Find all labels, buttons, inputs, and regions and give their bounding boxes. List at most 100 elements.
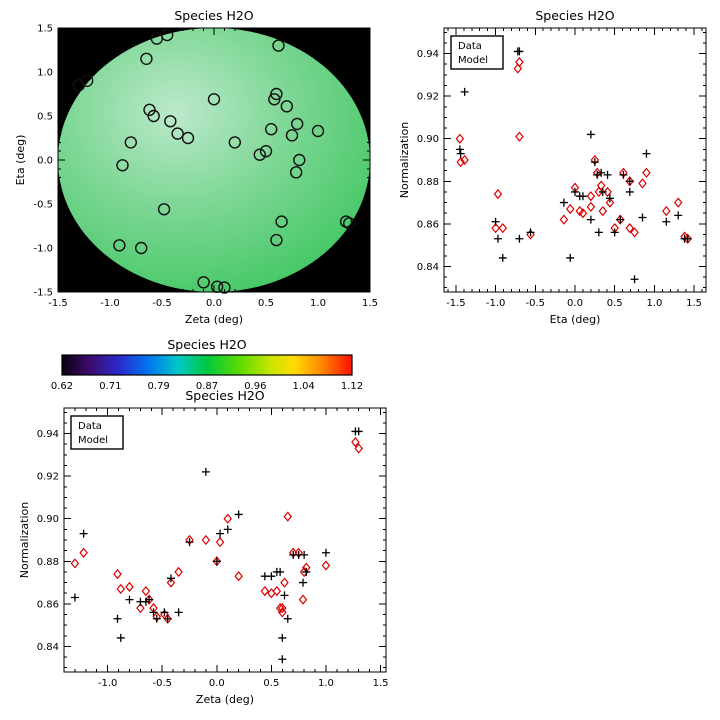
x-tick-label: -1.0 xyxy=(100,298,120,309)
y-tick-label: 0.0 xyxy=(37,156,53,167)
chart-title: Species H2O xyxy=(174,8,253,23)
source-marker xyxy=(147,109,160,123)
data-marker xyxy=(460,87,469,96)
model-marker xyxy=(603,186,612,198)
y-tick-label: 0.92 xyxy=(417,92,439,103)
colorbar xyxy=(61,354,353,376)
data-marker xyxy=(498,253,507,262)
model-marker xyxy=(215,536,225,548)
legend-data-label: Data xyxy=(78,421,102,432)
colorbar-tick-label: 0.79 xyxy=(148,381,170,392)
source-marker xyxy=(171,127,184,140)
data-marker xyxy=(166,574,175,583)
colorbar-tick-label: 1.04 xyxy=(293,381,315,392)
model-marker xyxy=(493,188,503,200)
eta-scatter-panel: -1.5 -1.0 -0.5 0.0 0.5 1.0 1.5 0.84 0.86 0.88 0.90… xyxy=(396,2,716,342)
source-marker xyxy=(197,276,210,289)
model-marker xyxy=(515,131,524,142)
model-marker xyxy=(278,607,287,618)
source-marker xyxy=(253,148,266,161)
source-marker xyxy=(291,117,304,131)
source-marker xyxy=(268,93,281,106)
y-tick-label: 0.94 xyxy=(417,49,439,60)
model-marker xyxy=(455,133,465,144)
y-tick-label: 0.90 xyxy=(417,134,439,145)
data-marker xyxy=(638,213,647,222)
data-marker xyxy=(674,211,683,220)
y-tick-label: 1.5 xyxy=(37,24,53,35)
colorbar-tick-label: 0.62 xyxy=(51,381,73,392)
model-marker xyxy=(351,436,360,448)
data-marker xyxy=(299,578,308,587)
model-marker xyxy=(630,227,639,238)
x-tick-label: 1.0 xyxy=(310,298,326,309)
model-marker xyxy=(163,613,172,624)
y-tick-label: 0.86 xyxy=(37,599,59,610)
y-tick-label: 0.92 xyxy=(37,472,59,483)
source-marker xyxy=(265,122,278,136)
model-marker xyxy=(683,233,693,244)
x-tick-label: -1.5 xyxy=(48,298,68,309)
colorbar-tick-label: 0.71 xyxy=(99,381,121,392)
model-marker xyxy=(662,205,671,217)
model-marker xyxy=(625,176,635,187)
data-marker xyxy=(526,228,535,237)
model-marker xyxy=(642,167,651,178)
model-marker xyxy=(201,534,211,546)
x-tick-label: 0.0 xyxy=(206,298,222,309)
source-marker xyxy=(311,124,325,138)
source-marker xyxy=(116,159,129,172)
legend-box xyxy=(70,415,124,450)
y-tick-label: 1.0 xyxy=(37,68,53,79)
y-tick-label: 0.84 xyxy=(37,642,59,653)
y-tick-label: 0.94 xyxy=(37,429,59,440)
data-marker xyxy=(212,557,221,566)
data-marker xyxy=(152,614,161,623)
model-marker xyxy=(260,585,270,597)
x-tick-label: 0.0 xyxy=(567,298,583,309)
data-marker xyxy=(174,608,183,617)
model-marker xyxy=(125,581,134,592)
source-marker xyxy=(143,103,156,117)
eta-scatter-svg: -1.5 -1.0 -0.5 0.0 0.5 1.0 1.5 0.84 0.86 0.88 0.90… xyxy=(398,8,707,326)
model-marker xyxy=(234,571,243,582)
data-marker xyxy=(683,234,692,243)
plot-frame xyxy=(63,407,387,673)
data-marker xyxy=(113,614,122,623)
data-marker xyxy=(586,215,595,224)
colorbar-panel: Species H2O 0.62 0.71 0.79 0.87 0.96 1.04 1.12 xyxy=(26,337,388,398)
model-marker xyxy=(79,547,88,558)
data-marker xyxy=(276,567,285,576)
data-marker xyxy=(455,145,464,154)
model-marker xyxy=(283,511,293,522)
model-marker xyxy=(598,205,608,217)
model-marker xyxy=(298,594,308,605)
data-marker xyxy=(619,170,628,179)
model-marker xyxy=(491,222,500,234)
model-marker xyxy=(456,156,465,168)
x-tick-label: -1.0 xyxy=(98,678,118,689)
data-marker xyxy=(491,217,500,226)
data-marker xyxy=(125,595,134,604)
source-marker xyxy=(293,153,306,167)
model-marker xyxy=(136,602,145,614)
model-marker xyxy=(596,180,606,191)
x-axis-label: Zeta (deg) xyxy=(196,693,254,706)
data-marker xyxy=(630,275,639,284)
source-marker xyxy=(228,136,242,149)
plot-frame xyxy=(57,27,371,293)
data-marker xyxy=(185,538,194,547)
source-marker xyxy=(181,131,195,145)
x-tick-label: 0.0 xyxy=(209,678,225,689)
data-marker xyxy=(283,614,292,623)
data-marker xyxy=(116,633,125,642)
x-tick-label: 1.5 xyxy=(362,298,378,309)
model-marker xyxy=(275,602,285,614)
x-tick-label: 1.5 xyxy=(373,678,389,689)
x-tick-label: 0.5 xyxy=(607,298,623,309)
zeta-scatter-panel: -1.0 -0.5 0.0 0.5 1.0 1.5 0.84 0.86 0.88 0.90 0.92… xyxy=(8,382,400,720)
model-marker xyxy=(141,585,151,597)
y-tick-label: -0.5 xyxy=(33,200,53,211)
x-tick-label: -0.5 xyxy=(526,298,546,309)
